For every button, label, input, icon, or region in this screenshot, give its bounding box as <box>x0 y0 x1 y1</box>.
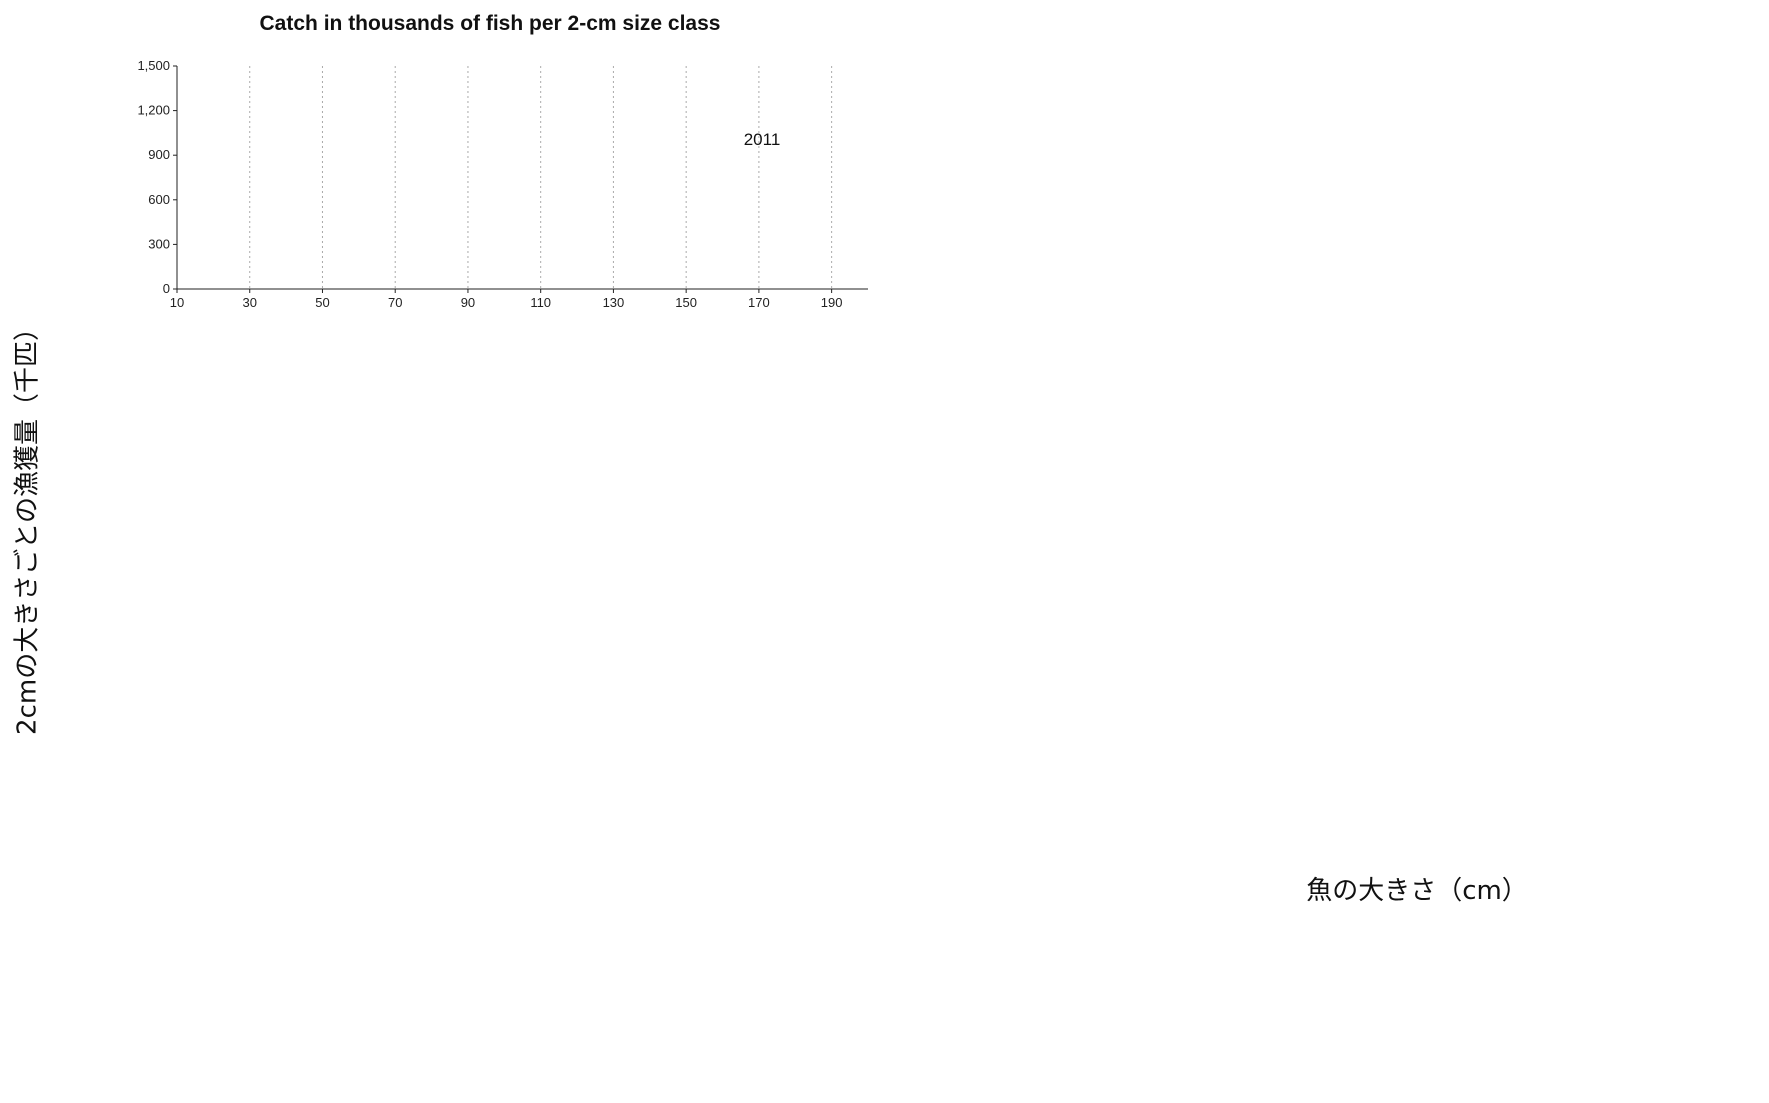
x-tick-label: 70 <box>388 295 402 310</box>
y-tick-label: 0 <box>163 281 170 296</box>
x-tick-label: 50 <box>315 295 329 310</box>
y-tick-label: 1,500 <box>137 58 170 73</box>
x-tick-label: 150 <box>675 295 697 310</box>
x-tick-label: 10 <box>170 295 184 310</box>
x-tick-label: 90 <box>461 295 475 310</box>
year-label: 2011 <box>744 130 781 149</box>
histogram-panels: 0 300 600 900 1,200 1,500 10 30 50 70 90 110 130 150 1… <box>137 58 868 310</box>
x-tick-label: 110 <box>530 295 551 310</box>
y-tick-label: 600 <box>148 192 170 207</box>
x-tick-label: 30 <box>243 295 257 310</box>
x-axis-label: 魚の大きさ（cm） <box>1306 876 1528 906</box>
figure-title: Catch in thousands of fish per 2-cm size… <box>260 12 721 35</box>
y-tick-label: 1,200 <box>137 103 170 118</box>
y-tick-label: 900 <box>148 147 170 162</box>
x-tick-label: 130 <box>603 295 625 310</box>
y-axis-label: 2cmの大きさごとの漁獲量（千匹） <box>13 315 43 735</box>
x-tick-label: 190 <box>821 295 843 310</box>
y-tick-label: 300 <box>148 236 170 251</box>
x-tick-label: 170 <box>748 295 770 310</box>
panel-2011: 0 300 600 900 1,200 1,500 10 30 50 70 90 110 130 150 1… <box>137 58 868 310</box>
